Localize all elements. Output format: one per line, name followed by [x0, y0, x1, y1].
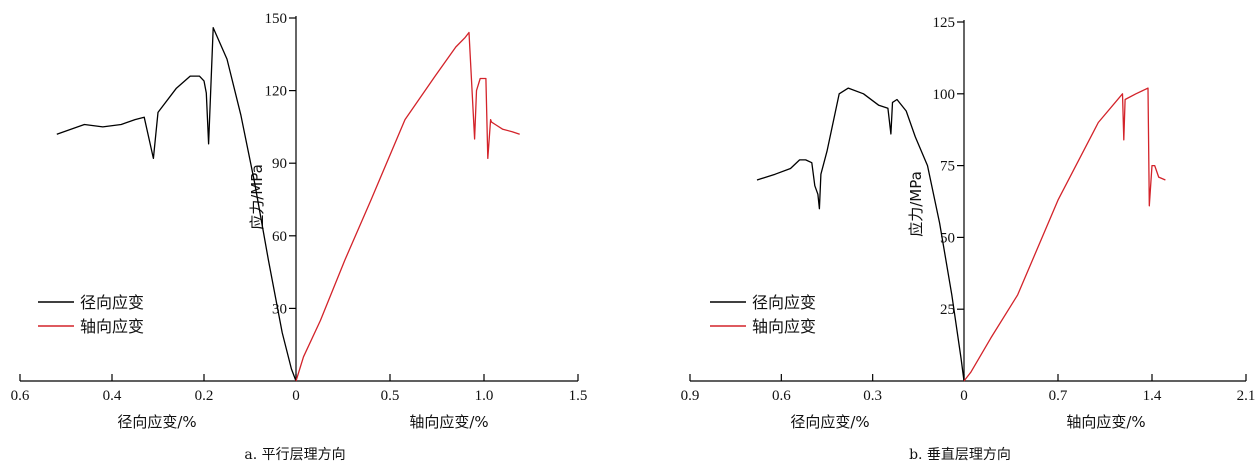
x-tick-label: 2.1 [1237, 388, 1256, 404]
legend-label: 径向应变 [80, 293, 144, 312]
x-tick-label: 0.3 [863, 388, 882, 404]
x-tick-label: 0 [292, 388, 300, 404]
x-tick-label: 0.5 [381, 388, 400, 404]
x-tick-label: 1.4 [1143, 388, 1162, 404]
x-tick-label: 0.6 [772, 388, 791, 404]
chart-caption: b. 垂直层理方向 [909, 446, 1011, 463]
x-tick-label: 1.5 [569, 388, 588, 404]
y-tick-label: 60 [272, 229, 287, 245]
chart-panel-a: 0.6 0.4 0.2 0 0.5 1.0 1.5306090120150应力/MPa径向应… [11, 11, 588, 463]
chart-caption: a. 平行层理方向 [244, 447, 345, 463]
x-tick-label: 0.7 [1049, 388, 1068, 404]
x-axis-title-left: 径向应变/% [117, 413, 196, 431]
y-axis-title: 应力/MPa [907, 171, 925, 237]
x-tick-label: 1.0 [475, 388, 494, 404]
y-tick-label: 100 [933, 87, 956, 103]
y-tick-label: 120 [265, 84, 288, 100]
legend-label: 径向应变 [752, 293, 816, 312]
x-axis-title-right: 轴向应变/% [409, 413, 488, 431]
x-axis-title-left: 径向应变/% [790, 413, 869, 431]
y-tick-label: 30 [272, 301, 287, 317]
axial-strain-line [295, 31, 520, 382]
y-tick-label: 150 [265, 11, 288, 27]
radial-strain-line [756, 87, 965, 382]
x-tick-label: 0.6 [11, 388, 30, 404]
y-tick-label: 90 [272, 156, 287, 172]
legend-label: 轴向应变 [752, 317, 816, 336]
y-tick-label: 125 [933, 15, 956, 31]
axial-strain-line [963, 87, 1166, 382]
y-tick-label: 25 [940, 302, 955, 318]
x-tick-label: 0.4 [103, 388, 122, 404]
x-tick-label: 0 [960, 388, 968, 404]
legend-label: 轴向应变 [80, 317, 144, 336]
chart-panel-b: 0.9 0.6 0.3 0 0.7 1.4 2.1 25 50 75 100 125 应力/MPa 径向应… [681, 15, 1256, 463]
x-axis-title-right: 轴向应变/% [1066, 413, 1145, 431]
x-tick-label: 0.9 [681, 388, 700, 404]
radial-strain-line [56, 27, 297, 382]
y-tick-label: 75 [940, 159, 955, 175]
y-tick-label: 50 [940, 230, 955, 246]
x-tick-label: 0.2 [195, 388, 214, 404]
